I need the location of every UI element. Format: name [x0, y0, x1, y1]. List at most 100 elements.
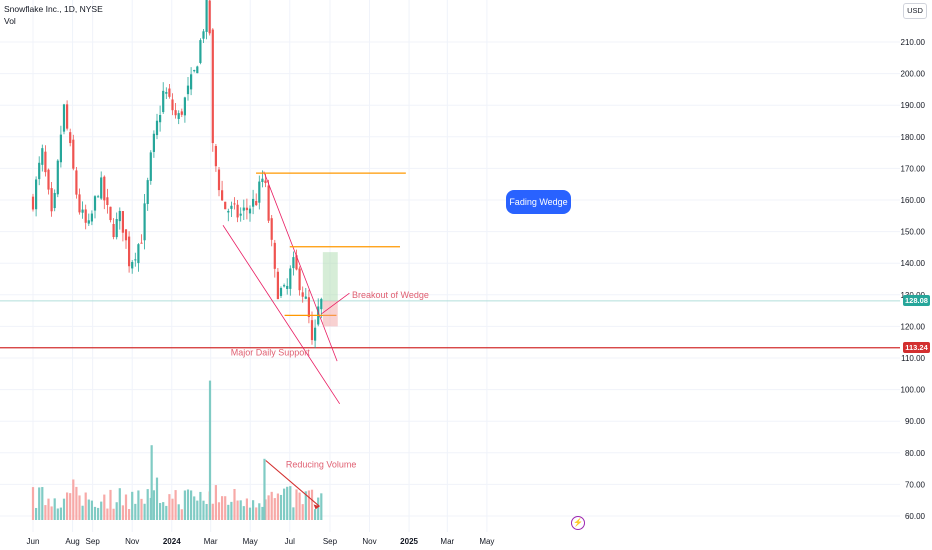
- wedge-upper-line: [263, 171, 338, 362]
- volume-bar: [174, 490, 177, 520]
- y-tick-label: 210.00: [901, 38, 926, 47]
- currency-button[interactable]: USD: [903, 3, 927, 19]
- volume-bar: [109, 489, 112, 520]
- candle-body: [143, 203, 146, 241]
- candle-body: [279, 287, 283, 296]
- candle-body: [118, 210, 121, 222]
- volume-bar: [193, 496, 196, 520]
- annotation-labels: Breakout of Wedge Major Daily Support Re…: [231, 290, 429, 470]
- volume-bar: [93, 506, 97, 520]
- volume-bar: [72, 479, 75, 520]
- volume-bar: [162, 502, 165, 520]
- candle-body: [75, 170, 78, 195]
- candle-body: [304, 296, 307, 299]
- y-tick-label: 70.00: [905, 480, 926, 489]
- candle-body: [62, 104, 66, 132]
- candle-body: [205, 0, 208, 32]
- candle-body: [310, 320, 314, 341]
- horizontal-levels: [0, 300, 900, 349]
- candle-body: [124, 229, 128, 241]
- volume-bar: [140, 498, 143, 520]
- candle-body: [134, 259, 137, 261]
- y-tick-label: 120.00: [901, 322, 926, 331]
- arrow-head: [313, 504, 320, 510]
- volume-bar: [180, 509, 183, 520]
- volume-bar: [273, 498, 276, 520]
- volume-bar: [84, 492, 87, 520]
- y-tick-label: 160.00: [901, 196, 926, 205]
- volume-bar: [81, 505, 84, 520]
- volume-bar: [295, 489, 298, 520]
- candle-body: [41, 148, 44, 165]
- volume-bar: [307, 490, 310, 520]
- lightning-icon[interactable]: ⚡: [571, 516, 585, 530]
- volume-bar: [217, 502, 221, 520]
- candle-body: [35, 179, 38, 210]
- volume-bar: [31, 487, 35, 520]
- volume-bar: [230, 501, 233, 520]
- volume-bars: [31, 380, 323, 520]
- volume-peak-bar: [263, 458, 266, 520]
- candle-body: [186, 85, 190, 95]
- candle-body: [283, 285, 286, 287]
- symbol-title[interactable]: Snowflake Inc., 1D, NYSE: [4, 4, 103, 14]
- volume-bar: [211, 503, 214, 520]
- drawings[interactable]: [222, 171, 406, 510]
- candle-body: [227, 210, 230, 213]
- volume-bar: [100, 501, 103, 520]
- volume-bar: [183, 490, 186, 520]
- y-tick-label: 90.00: [905, 417, 926, 426]
- candle-body: [242, 207, 245, 211]
- candle-body: [236, 204, 239, 218]
- volume-bar: [304, 491, 307, 520]
- x-tick-label: Aug: [65, 537, 79, 546]
- x-tick-label: 2024: [163, 537, 181, 546]
- volume-bar: [205, 503, 208, 520]
- candle-body: [53, 192, 56, 209]
- volume-bar: [35, 507, 38, 520]
- x-tick-label: Nov: [125, 537, 139, 546]
- fading-wedge-callout[interactable]: Fading Wedge: [506, 190, 571, 214]
- volume-bar: [165, 505, 168, 520]
- profit-zone: [322, 252, 338, 301]
- x-tick-label: Sep: [323, 537, 338, 546]
- volume-bar: [289, 486, 292, 520]
- volume-bar: [44, 505, 47, 520]
- time-axis[interactable]: Jun Aug Sep Nov 2024 Mar May Jul Sep Nov 2025 Mar Ma…: [27, 537, 495, 546]
- volume-bar: [143, 503, 146, 520]
- support-price-label: 113.24: [903, 342, 930, 354]
- volume-legend[interactable]: Vol: [4, 16, 16, 26]
- candle-body: [261, 178, 264, 183]
- volume-bar: [258, 503, 261, 520]
- volume-bar: [286, 486, 289, 520]
- volume-bar: [261, 506, 264, 520]
- candle-body: [320, 298, 323, 310]
- volume-bar: [298, 492, 301, 520]
- candle-body: [171, 99, 174, 111]
- candle-body: [230, 205, 233, 209]
- candle-body: [137, 244, 140, 264]
- volume-bar: [69, 493, 72, 520]
- volume-bar: [236, 500, 239, 520]
- candle-body: [276, 271, 279, 300]
- price-axis[interactable]: 210.00 200.00 190.00 180.00 170.00 160.00 150.…: [901, 38, 926, 521]
- y-tick-label: 180.00: [901, 133, 926, 142]
- volume-bar: [202, 500, 205, 520]
- y-tick-label: 140.00: [901, 259, 926, 268]
- y-tick-label: 110.00: [901, 354, 925, 363]
- candle-body: [258, 181, 261, 203]
- candle-body: [267, 185, 270, 221]
- candle-body: [239, 213, 242, 216]
- candle-body: [87, 220, 90, 224]
- volume-bar: [62, 498, 66, 520]
- volume-bar: [128, 509, 131, 520]
- candle-body: [50, 188, 53, 212]
- y-tick-label: 190.00: [901, 101, 926, 110]
- volume-bar: [124, 494, 128, 520]
- y-tick-label: 150.00: [901, 228, 926, 237]
- volume-bar: [152, 490, 155, 520]
- breakout-label: Breakout of Wedge: [352, 290, 429, 300]
- volume-bar: [276, 493, 279, 520]
